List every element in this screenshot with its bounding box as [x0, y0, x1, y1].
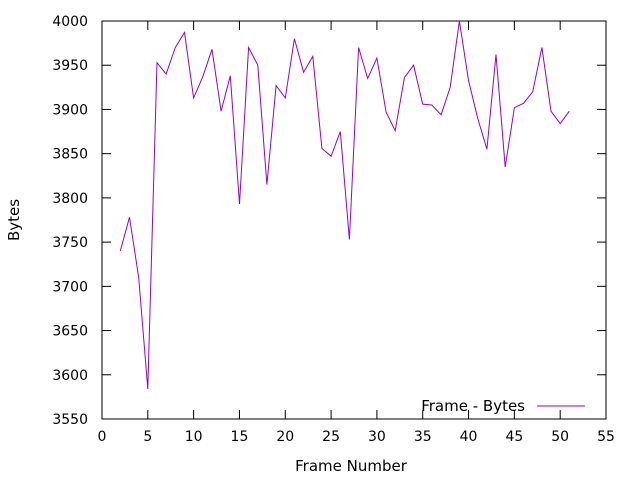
y-tick-label: 4000 [52, 14, 88, 30]
x-tick-label: 35 [414, 429, 432, 445]
y-axis-title: Bytes [5, 199, 23, 241]
y-tick-label: 3900 [52, 102, 88, 118]
x-tick-label: 0 [98, 429, 107, 445]
series-line [119, 20, 570, 389]
x-tick-label: 20 [276, 429, 294, 445]
x-tick-label: 40 [460, 429, 478, 445]
y-tick-label: 3750 [52, 235, 88, 251]
plot-area [101, 20, 607, 420]
x-tick-label: 50 [551, 429, 569, 445]
y-axis: 3550 3600 3650 3700 3750 3800 3850 3900 3950 4000 [52, 14, 606, 428]
x-tick-label: 30 [368, 429, 386, 445]
x-tick-label: 45 [505, 429, 523, 445]
x-axis-title: Frame Number [295, 457, 408, 475]
x-tick-label: 55 [597, 429, 615, 445]
y-tick-label: 3650 [52, 324, 88, 340]
y-tick-label: 3950 [52, 58, 88, 74]
legend-label: Frame - Bytes [421, 397, 525, 415]
legend: Frame - Bytes [421, 397, 585, 415]
series-layer [119, 20, 570, 389]
x-axis: 0 5 10 15 20 25 30 35 40 45 50 55 [98, 21, 615, 445]
x-tick-label: 5 [143, 429, 152, 445]
y-tick-label: 3550 [52, 412, 88, 428]
y-tick-label: 3600 [52, 368, 88, 384]
x-tick-label: 15 [231, 429, 249, 445]
y-tick-label: 3850 [52, 147, 88, 163]
x-tick-label: 25 [322, 429, 340, 445]
y-tick-label: 3700 [52, 279, 88, 295]
x-tick-label: 10 [185, 429, 203, 445]
y-tick-label: 3800 [52, 191, 88, 207]
